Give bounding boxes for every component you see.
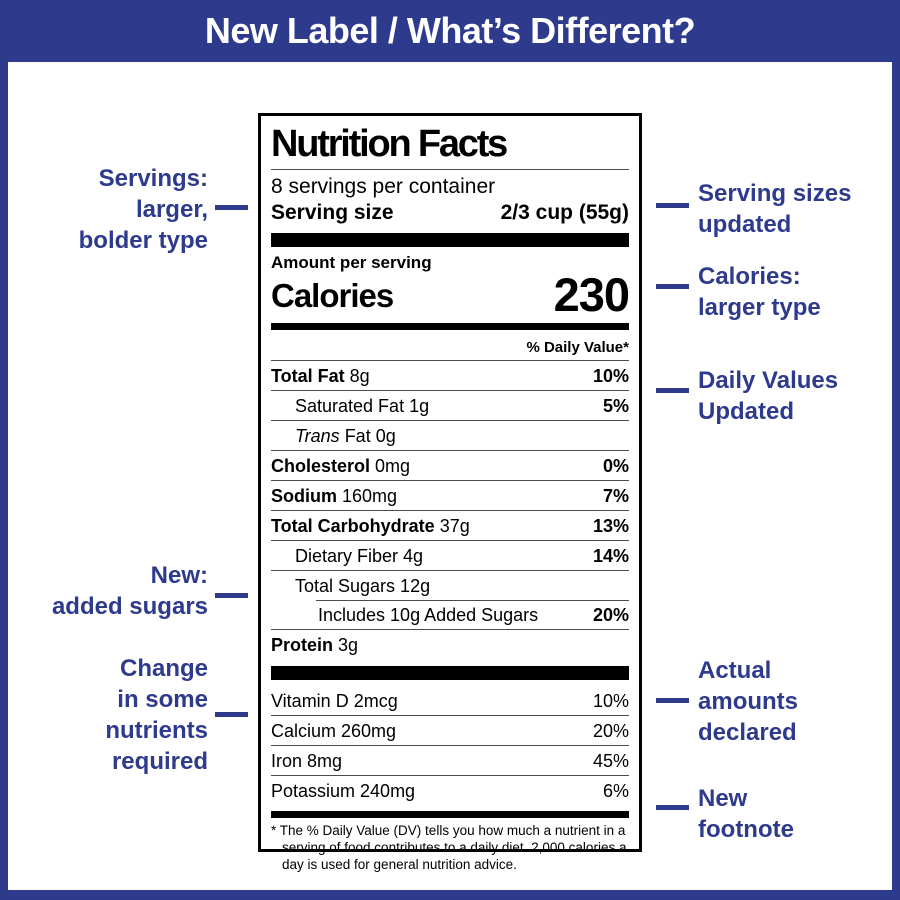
callout-daily-values: Daily Values Updated (698, 367, 839, 425)
callout-actual-amounts: Actual amounts declared (698, 657, 799, 746)
callout-added-sugars: New: added sugars (51, 562, 208, 620)
calories-label: Calories (271, 277, 394, 314)
header-banner: New Label / What’s Different? (0, 0, 900, 62)
serving-size-value: 2/3 cup (55g) (500, 201, 629, 224)
callout-nutrients-change: Change in some nutrients required (105, 655, 208, 775)
vitamin-row: Calcium 260mg 20% (271, 715, 629, 745)
thick-divider (271, 233, 629, 247)
nutrient-row: Saturated Fat 1g 5% (271, 390, 629, 420)
nutrient-row: Includes 10g Added Sugars 20% (271, 600, 629, 629)
callout-serving-sizes: Serving sizes updated (698, 180, 852, 238)
calories-row: Calories 230 (271, 268, 630, 321)
nutrient-row: Sodium 160mg 7% (271, 480, 629, 510)
label-title: Nutrition Facts (271, 123, 508, 165)
nutrient-row: Total Fat 8g 10% (271, 360, 629, 390)
vitamin-row: Potassium 240mg 6% (271, 775, 629, 805)
serving-size-row: Serving size 2/3 cup (55g) (271, 199, 629, 226)
connector-line (656, 698, 689, 703)
thick-divider (271, 666, 629, 680)
nutrient-rows: Total Fat 8g 10% Saturated Fat 1g 5% Trans F… (271, 360, 629, 659)
nutrient-row: Total Sugars 12g (271, 570, 629, 600)
callout-servings: Servings: larger, bolder type (78, 165, 208, 254)
connector-line (656, 203, 689, 208)
nutrient-row: Cholesterol 0mg 0% (271, 450, 629, 480)
daily-value-header: % Daily Value* (526, 339, 629, 356)
callout-footnote: New footnote (698, 785, 794, 843)
amount-per-serving: Amount per serving (271, 253, 432, 272)
page-title: New Label / What’s Different? (204, 10, 696, 51)
nutrition-facts-label: Nutrition Facts 8 servings per container… (258, 113, 642, 872)
nutrient-row: Dietary Fiber 4g 14% (271, 540, 629, 570)
serving-size-label: Serving size (271, 201, 394, 224)
nutrient-row: Protein 3g (271, 629, 629, 659)
vitamin-row: Iron 8mg 45% (271, 745, 629, 775)
connector-line (656, 388, 689, 393)
connector-line (215, 712, 248, 717)
nutrient-row: Total Carbohydrate 37g 13% (271, 510, 629, 540)
medium-divider (271, 811, 629, 818)
connector-line (656, 805, 689, 810)
nutrient-row: Trans Fat 0g (271, 420, 629, 450)
callout-calories: Calories: larger type (698, 263, 821, 321)
label-footnote: * The % Daily Value (DV) tells you how m… (271, 823, 627, 872)
divider (271, 169, 629, 170)
connector-line (215, 593, 248, 598)
vitamin-rows: Vitamin D 2mcg 10% Calcium 260mg 20% Iron 8m… (271, 686, 629, 805)
servings-per-container: 8 servings per container (271, 175, 496, 198)
medium-divider (271, 323, 629, 330)
connector-line (215, 205, 248, 210)
vitamin-row: Vitamin D 2mcg 10% (271, 691, 629, 711)
connector-line (656, 284, 689, 289)
calories-value: 230 (553, 268, 630, 321)
